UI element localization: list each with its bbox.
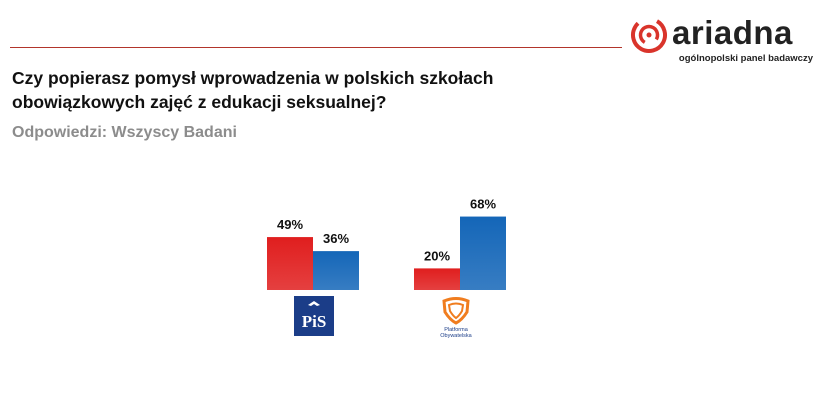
po-heart-icon	[442, 297, 470, 325]
header-divider	[10, 47, 622, 48]
bar-red-1	[267, 237, 313, 290]
data-label-red-1: 49%	[277, 217, 303, 232]
data-label-red-2: 20%	[424, 248, 450, 263]
brand-tagline: ogólnopolski panel badawczy	[678, 53, 813, 64]
brand-name: ariadna	[672, 14, 793, 51]
ariadna-logo-icon	[631, 17, 667, 53]
po-logo: Platforma Obywatelska	[430, 294, 482, 340]
ariadna-logo: ariadna ogólnopolski panel badawczy	[630, 14, 813, 66]
pis-logo-text: PiS	[302, 312, 327, 331]
po-logo-text-2: Obywatelska	[440, 333, 472, 339]
po-logo-text-1: Platforma	[444, 327, 468, 333]
question-title: Czy popierasz pomysł wprowadzenia w pols…	[12, 68, 494, 112]
respondents-subtitle: Odpowiedzi: Wszyscy Badani	[12, 124, 237, 141]
eagle-icon	[308, 301, 320, 306]
pis-logo: PiS	[294, 296, 334, 336]
bar-blue-2	[460, 216, 506, 290]
bar-blue-1	[313, 251, 359, 290]
data-label-blue-2: 68%	[470, 197, 496, 212]
data-label-blue-1: 36%	[323, 231, 349, 246]
bar-red-2	[414, 268, 460, 290]
